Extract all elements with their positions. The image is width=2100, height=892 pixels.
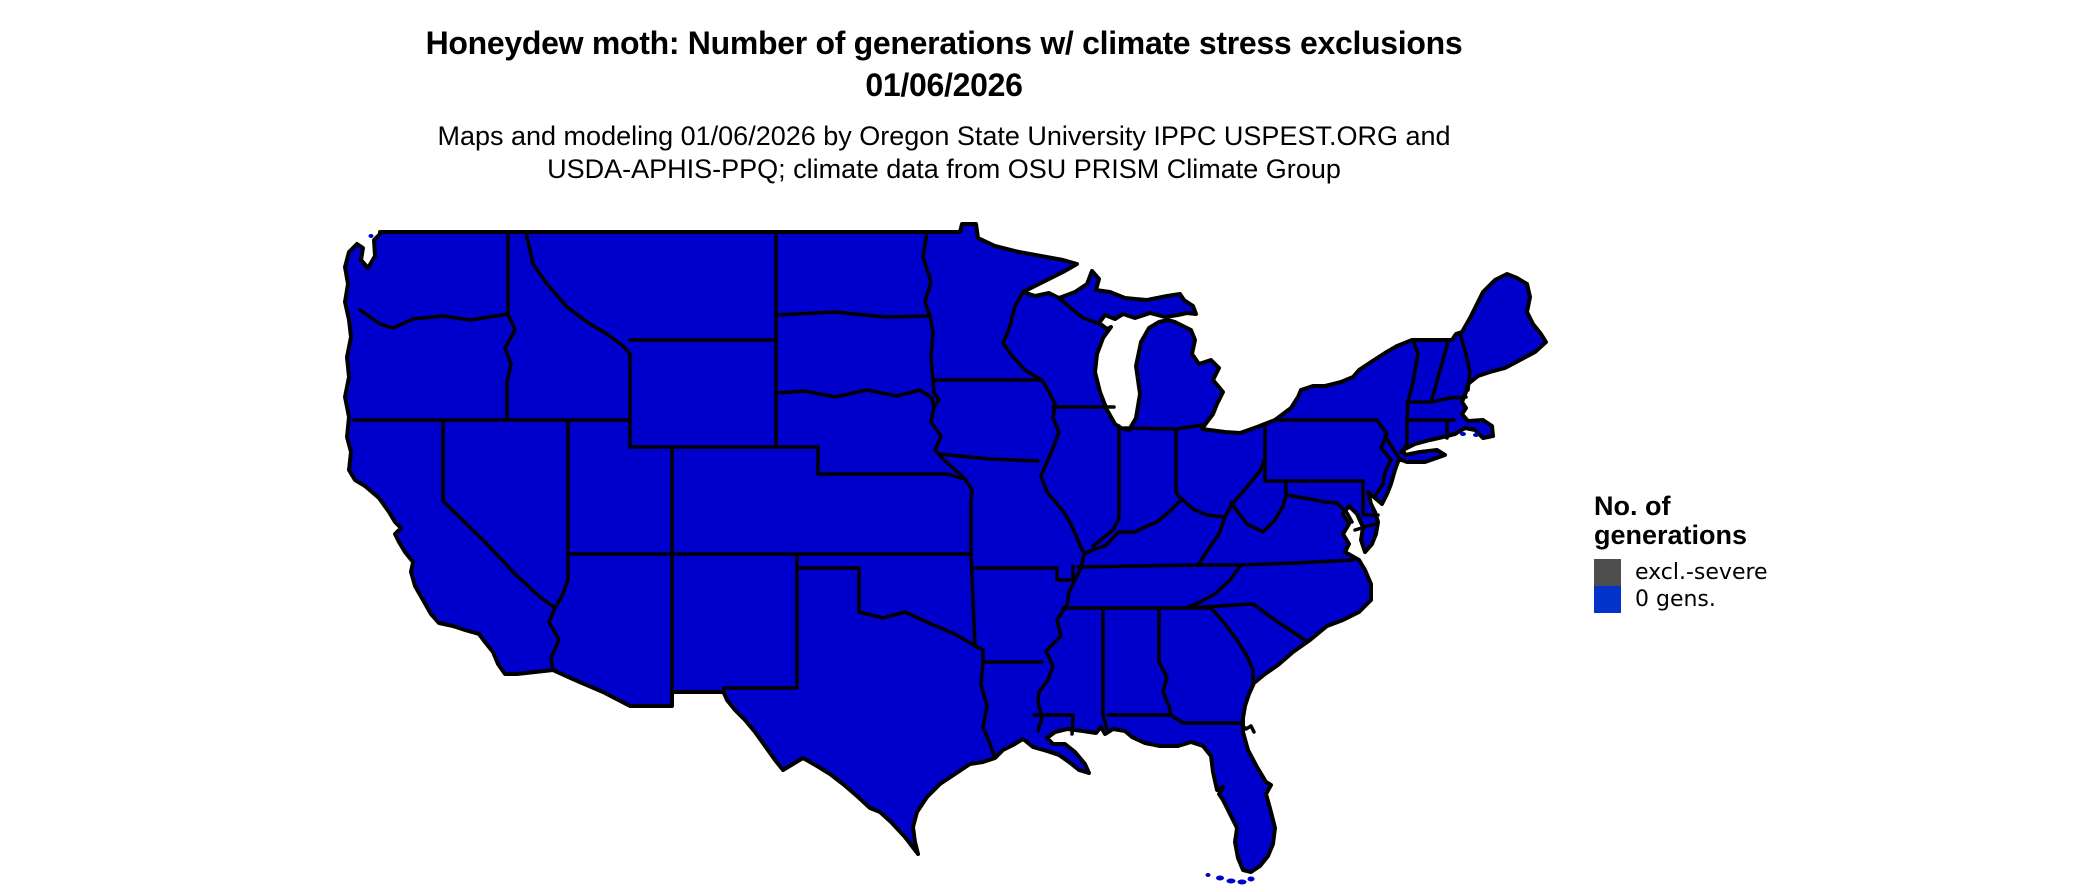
legend-item-0-gens: 0 gens.: [1594, 586, 1784, 613]
page-subtitle: Maps and modeling 01/06/2026 by Oregon S…: [0, 120, 1888, 186]
page-title: Honeydew moth: Number of generations w/ …: [0, 22, 1888, 106]
page-subtitle-line1: Maps and modeling 01/06/2026 by Oregon S…: [437, 121, 1451, 151]
zero-gens-swatch: [1594, 586, 1621, 613]
state-borders-central: [722, 290, 1267, 760]
page-subtitle-line2: USDA-APHIS-PPQ; climate data from OSU PR…: [547, 154, 1341, 184]
legend: No. of generations excl.-severe 0 gens.: [1594, 492, 1784, 613]
page-title-line1: Honeydew moth: Number of generations w/ …: [425, 25, 1463, 61]
us-generations-map: [335, 222, 1555, 887]
zero-gens-label: 0 gens.: [1635, 587, 1716, 612]
state-borders-east: [1061, 332, 1472, 734]
excl-severe-swatch: [1594, 559, 1621, 586]
state-borders-west: [352, 230, 1044, 708]
excl-severe-label: excl.-severe: [1635, 560, 1768, 585]
legend-title: No. of generations: [1594, 491, 1748, 550]
coastal-islands: [368, 234, 1479, 437]
florida-keys: [1205, 873, 1255, 885]
us-outline: [343, 222, 1548, 874]
page-title-date: 01/06/2026: [865, 67, 1023, 103]
us-map-svg: [343, 222, 1548, 885]
header: Honeydew moth: Number of generations w/ …: [0, 22, 1888, 186]
legend-item-excl-severe: excl.-severe: [1594, 559, 1784, 586]
